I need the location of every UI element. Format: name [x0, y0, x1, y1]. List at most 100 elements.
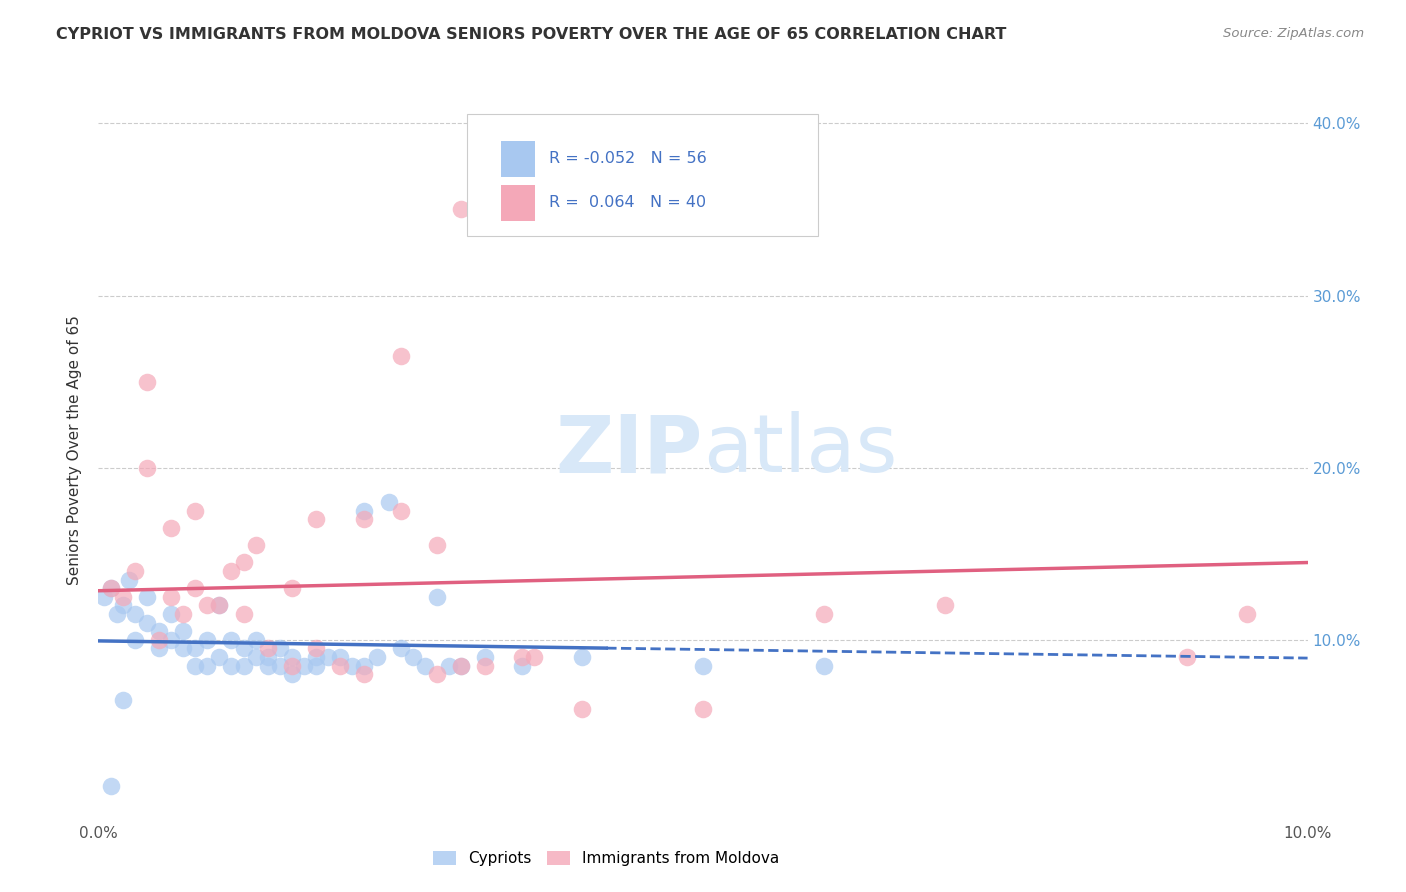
Point	[389, 349, 412, 363]
Point	[160, 632, 183, 647]
Text: R =  0.064   N = 40: R = 0.064 N = 40	[550, 195, 707, 210]
Point	[135, 460, 157, 475]
Point	[135, 615, 157, 630]
Point	[269, 658, 291, 673]
Point	[281, 581, 304, 595]
Point	[377, 495, 399, 509]
Point	[1175, 650, 1198, 665]
Point	[208, 599, 231, 613]
Point	[353, 512, 375, 526]
Point	[316, 650, 339, 665]
Point	[389, 504, 412, 518]
Point	[305, 641, 328, 656]
Point	[148, 632, 170, 647]
Point	[195, 658, 218, 673]
Point	[510, 658, 533, 673]
Point	[221, 632, 243, 647]
Point	[124, 564, 146, 578]
Point	[111, 599, 134, 613]
Point	[571, 702, 593, 716]
Point	[172, 624, 194, 639]
Text: ZIP: ZIP	[555, 411, 703, 490]
Point	[148, 641, 170, 656]
Point	[692, 702, 714, 716]
Point	[124, 607, 146, 621]
Point	[148, 624, 170, 639]
Point	[184, 581, 207, 595]
Point	[245, 650, 267, 665]
Point	[329, 650, 352, 665]
Point	[100, 779, 122, 793]
Point	[135, 375, 157, 389]
Point	[353, 667, 375, 681]
Point	[934, 599, 956, 613]
FancyBboxPatch shape	[467, 113, 818, 235]
Point	[118, 573, 141, 587]
Point	[100, 581, 122, 595]
Point	[232, 641, 254, 656]
Point	[124, 632, 146, 647]
Point	[281, 658, 304, 673]
Point	[160, 607, 183, 621]
Point	[184, 641, 207, 656]
Point	[692, 658, 714, 673]
Point	[523, 650, 546, 665]
Point	[1236, 607, 1258, 621]
Point	[813, 607, 835, 621]
Point	[208, 599, 231, 613]
Point	[160, 590, 183, 604]
Point	[111, 590, 134, 604]
Point	[353, 504, 375, 518]
Point	[329, 658, 352, 673]
Point	[232, 607, 254, 621]
Point	[389, 641, 412, 656]
Legend: Cypriots, Immigrants from Moldova: Cypriots, Immigrants from Moldova	[427, 845, 786, 872]
Point	[221, 564, 243, 578]
Point	[256, 641, 278, 656]
Point	[105, 607, 128, 621]
Point	[402, 650, 425, 665]
Point	[281, 667, 304, 681]
Point	[342, 658, 364, 673]
Point	[221, 658, 243, 673]
Point	[426, 590, 449, 604]
FancyBboxPatch shape	[501, 186, 534, 221]
Point	[184, 504, 207, 518]
Text: Source: ZipAtlas.com: Source: ZipAtlas.com	[1223, 27, 1364, 40]
Point	[292, 658, 315, 673]
Text: CYPRIOT VS IMMIGRANTS FROM MOLDOVA SENIORS POVERTY OVER THE AGE OF 65 CORRELATIO: CYPRIOT VS IMMIGRANTS FROM MOLDOVA SENIO…	[56, 27, 1007, 42]
Point	[474, 650, 496, 665]
Point	[256, 658, 278, 673]
Point	[269, 641, 291, 656]
Point	[426, 538, 449, 552]
Point	[172, 641, 194, 656]
Point	[437, 658, 460, 673]
Point	[184, 658, 207, 673]
Point	[281, 650, 304, 665]
Y-axis label: Seniors Poverty Over the Age of 65: Seniors Poverty Over the Age of 65	[67, 316, 83, 585]
FancyBboxPatch shape	[501, 141, 534, 177]
Point	[510, 650, 533, 665]
Point	[111, 693, 134, 707]
Point	[172, 607, 194, 621]
Point	[366, 650, 388, 665]
Point	[208, 650, 231, 665]
Text: R = -0.052   N = 56: R = -0.052 N = 56	[550, 151, 707, 166]
Point	[195, 632, 218, 647]
Point	[571, 650, 593, 665]
Point	[245, 538, 267, 552]
Point	[232, 555, 254, 569]
Point	[93, 590, 115, 604]
Point	[305, 512, 328, 526]
Point	[256, 650, 278, 665]
Point	[245, 632, 267, 647]
Point	[135, 590, 157, 604]
Text: atlas: atlas	[703, 411, 897, 490]
Point	[413, 658, 436, 673]
Point	[100, 581, 122, 595]
Point	[450, 658, 472, 673]
Point	[305, 658, 328, 673]
Point	[426, 667, 449, 681]
Point	[450, 202, 472, 217]
Point	[195, 599, 218, 613]
